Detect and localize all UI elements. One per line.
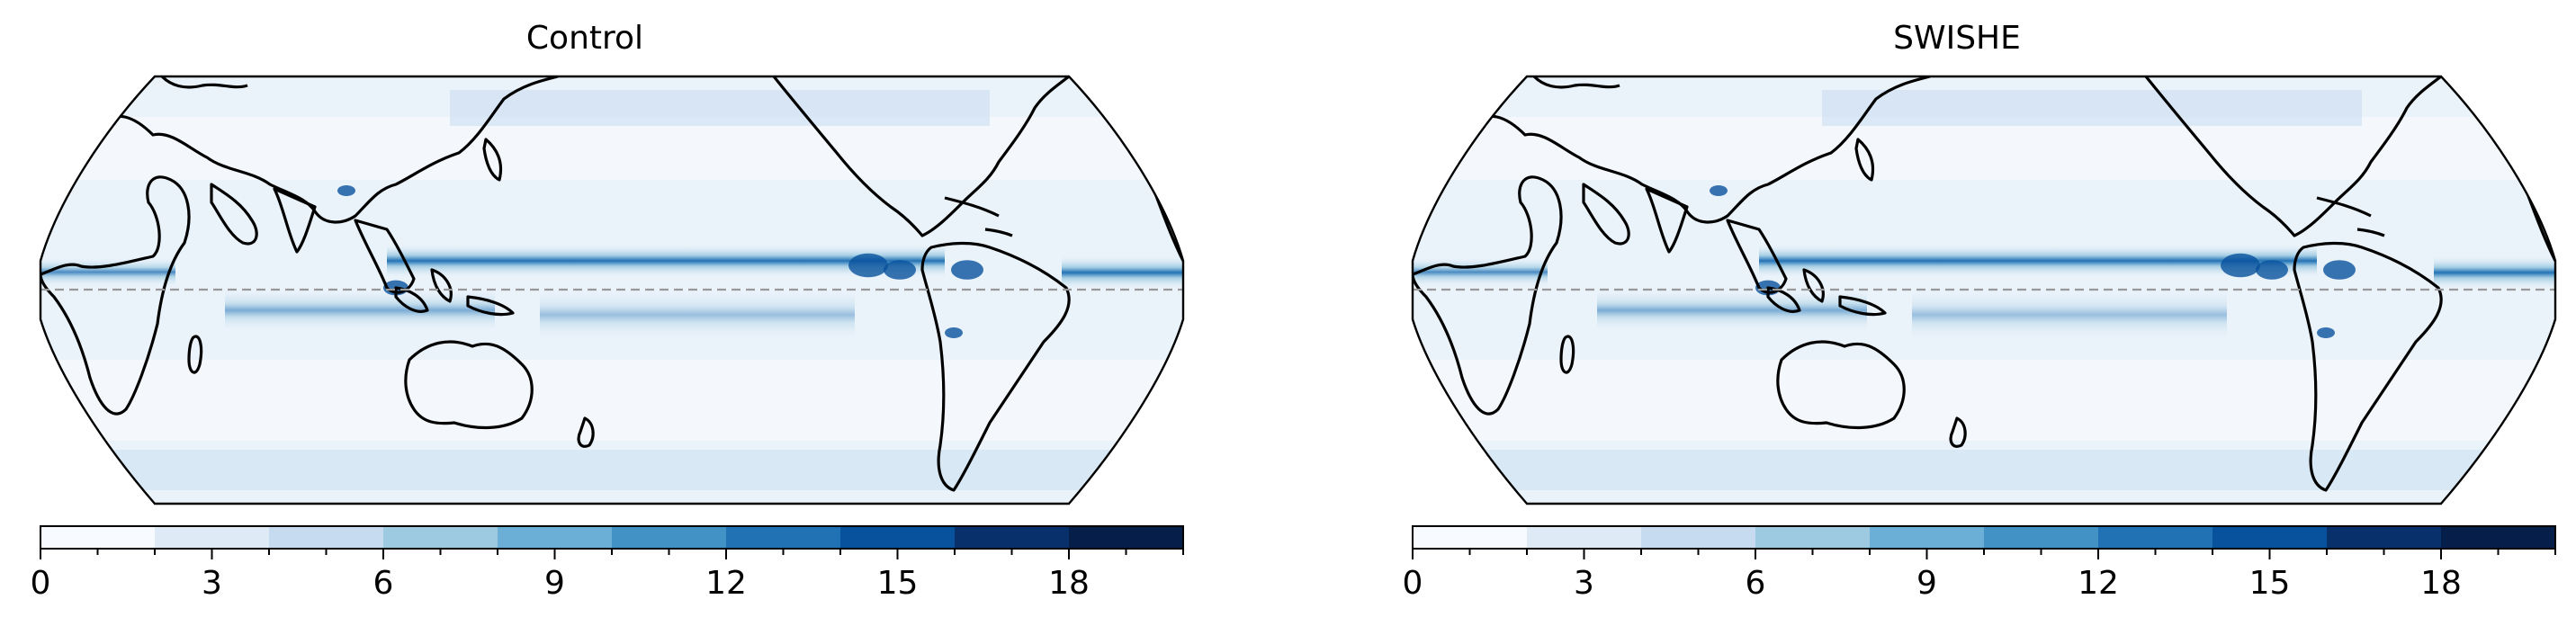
colorbar-tick-label: 0 xyxy=(1403,565,1423,602)
colorbar-segment xyxy=(1755,526,1871,549)
colorbar-segment xyxy=(612,526,727,549)
field-hotspot xyxy=(2317,327,2335,338)
map-outline xyxy=(1411,75,2557,505)
coastline xyxy=(210,183,258,246)
field-spcz xyxy=(1912,288,2227,342)
field-hotspot xyxy=(884,260,916,280)
coastline xyxy=(944,196,1013,237)
colorbar-tick-label: 15 xyxy=(877,565,919,602)
map-panel-control: Control 0 3 6 9 12 15 18 xyxy=(0,0,1185,635)
colorbar-tick-label: 15 xyxy=(2249,565,2291,602)
colorbar-tick-label: 18 xyxy=(1048,565,1090,602)
colorbar-segment xyxy=(1984,526,2099,549)
colorbar-segment xyxy=(2098,526,2213,549)
field-hotspot xyxy=(2221,253,2260,278)
colorbar-segment xyxy=(155,526,270,549)
field-hotspot xyxy=(1710,185,1728,196)
field-hotspot xyxy=(337,185,355,196)
field-itcz-atlantic-east xyxy=(2434,255,2555,291)
coastline xyxy=(1461,76,1931,224)
coastline xyxy=(430,268,453,303)
colorbar-tick-label: 9 xyxy=(1916,565,1937,602)
coastline xyxy=(1949,416,1967,448)
colorbar-segment xyxy=(1527,526,1642,549)
coastline xyxy=(920,241,1071,492)
field-storm-track-north xyxy=(450,90,990,126)
colorbar-tick-label: 6 xyxy=(1746,565,1766,602)
colorbar: 0 3 6 9 12 15 18 xyxy=(31,525,1184,602)
colorbar: 0 3 6 9 12 15 18 xyxy=(1403,525,2556,602)
colorbar-segment xyxy=(269,526,384,549)
field-storm-track-south xyxy=(40,450,1183,490)
field-itcz-atlantic-west xyxy=(1413,256,1548,288)
colorbar-segment xyxy=(726,526,841,549)
colorbar-segment xyxy=(1069,526,1184,549)
coastline xyxy=(89,76,559,224)
colorbar-tick-label: 0 xyxy=(31,565,51,602)
colorbar-tick-label: 12 xyxy=(2078,565,2119,602)
colorbar-segment xyxy=(840,526,956,549)
colorbar-segment xyxy=(2212,526,2328,549)
coastline xyxy=(1766,286,1801,313)
coastline xyxy=(187,335,203,374)
coastline xyxy=(1776,340,1906,430)
coastline xyxy=(394,286,429,313)
map-outline xyxy=(39,75,1185,505)
colorbar-segment xyxy=(1413,526,1528,549)
colorbar-segment xyxy=(955,526,1070,549)
coastline xyxy=(40,175,191,416)
coastline xyxy=(466,295,515,317)
field-hotspot xyxy=(2256,260,2288,280)
field-subtropics-south xyxy=(40,360,1183,441)
colorbar-tick-label: 9 xyxy=(544,565,565,602)
field-itcz-atlantic-east xyxy=(1062,255,1183,291)
coastline xyxy=(482,138,503,182)
field-subtropics-south xyxy=(1413,360,2555,441)
field-hotspot xyxy=(2323,260,2356,280)
coastline xyxy=(1854,138,1875,182)
colorbar-segment xyxy=(1870,526,1985,549)
coastline xyxy=(1582,183,1630,246)
colorbar-tick-label: 12 xyxy=(705,565,747,602)
coastline xyxy=(2293,241,2443,492)
colorbar-segment xyxy=(1641,526,1756,549)
field-spcz xyxy=(540,288,855,342)
field-itcz-atlantic-west xyxy=(40,256,175,288)
coastline xyxy=(273,187,317,254)
colorbar-segment xyxy=(40,526,156,549)
colorbar-tick-label: 3 xyxy=(1574,565,1594,602)
map-plot xyxy=(1411,75,2557,505)
coastline xyxy=(2316,196,2385,237)
coastline xyxy=(1559,335,1575,374)
colorbar-tick-label: 3 xyxy=(202,565,222,602)
map-plot xyxy=(39,75,1185,505)
colorbar-segment xyxy=(383,526,498,549)
map-panel-swishe: SWISHE 0 3 6 9 12 15 18 xyxy=(1372,0,2557,635)
field-hotspot xyxy=(951,260,983,280)
colorbar-tick-label: 6 xyxy=(373,565,394,602)
coastline xyxy=(772,76,1070,237)
coastline xyxy=(1413,175,1563,416)
colorbar-segment xyxy=(2441,526,2556,549)
field-hotspot xyxy=(945,327,963,338)
field-hotspot xyxy=(848,253,888,278)
coastline xyxy=(354,219,416,294)
field-storm-track-south xyxy=(1413,450,2555,490)
coastline xyxy=(1726,219,1788,294)
colorbar-tick-label: 18 xyxy=(2420,565,2462,602)
coastlines xyxy=(1413,76,2555,492)
coastline xyxy=(2144,76,2442,237)
coastline xyxy=(1838,295,1887,317)
coastline xyxy=(1645,187,1689,254)
field-storm-track-north xyxy=(1822,90,2362,126)
coastline xyxy=(577,416,595,448)
coastline xyxy=(1802,268,1825,303)
colorbar-segment xyxy=(498,526,613,549)
panel-title: Control xyxy=(525,20,644,57)
colorbar-segment xyxy=(2327,526,2442,549)
coastline xyxy=(404,340,534,430)
panel-title: SWISHE xyxy=(1893,20,2021,57)
